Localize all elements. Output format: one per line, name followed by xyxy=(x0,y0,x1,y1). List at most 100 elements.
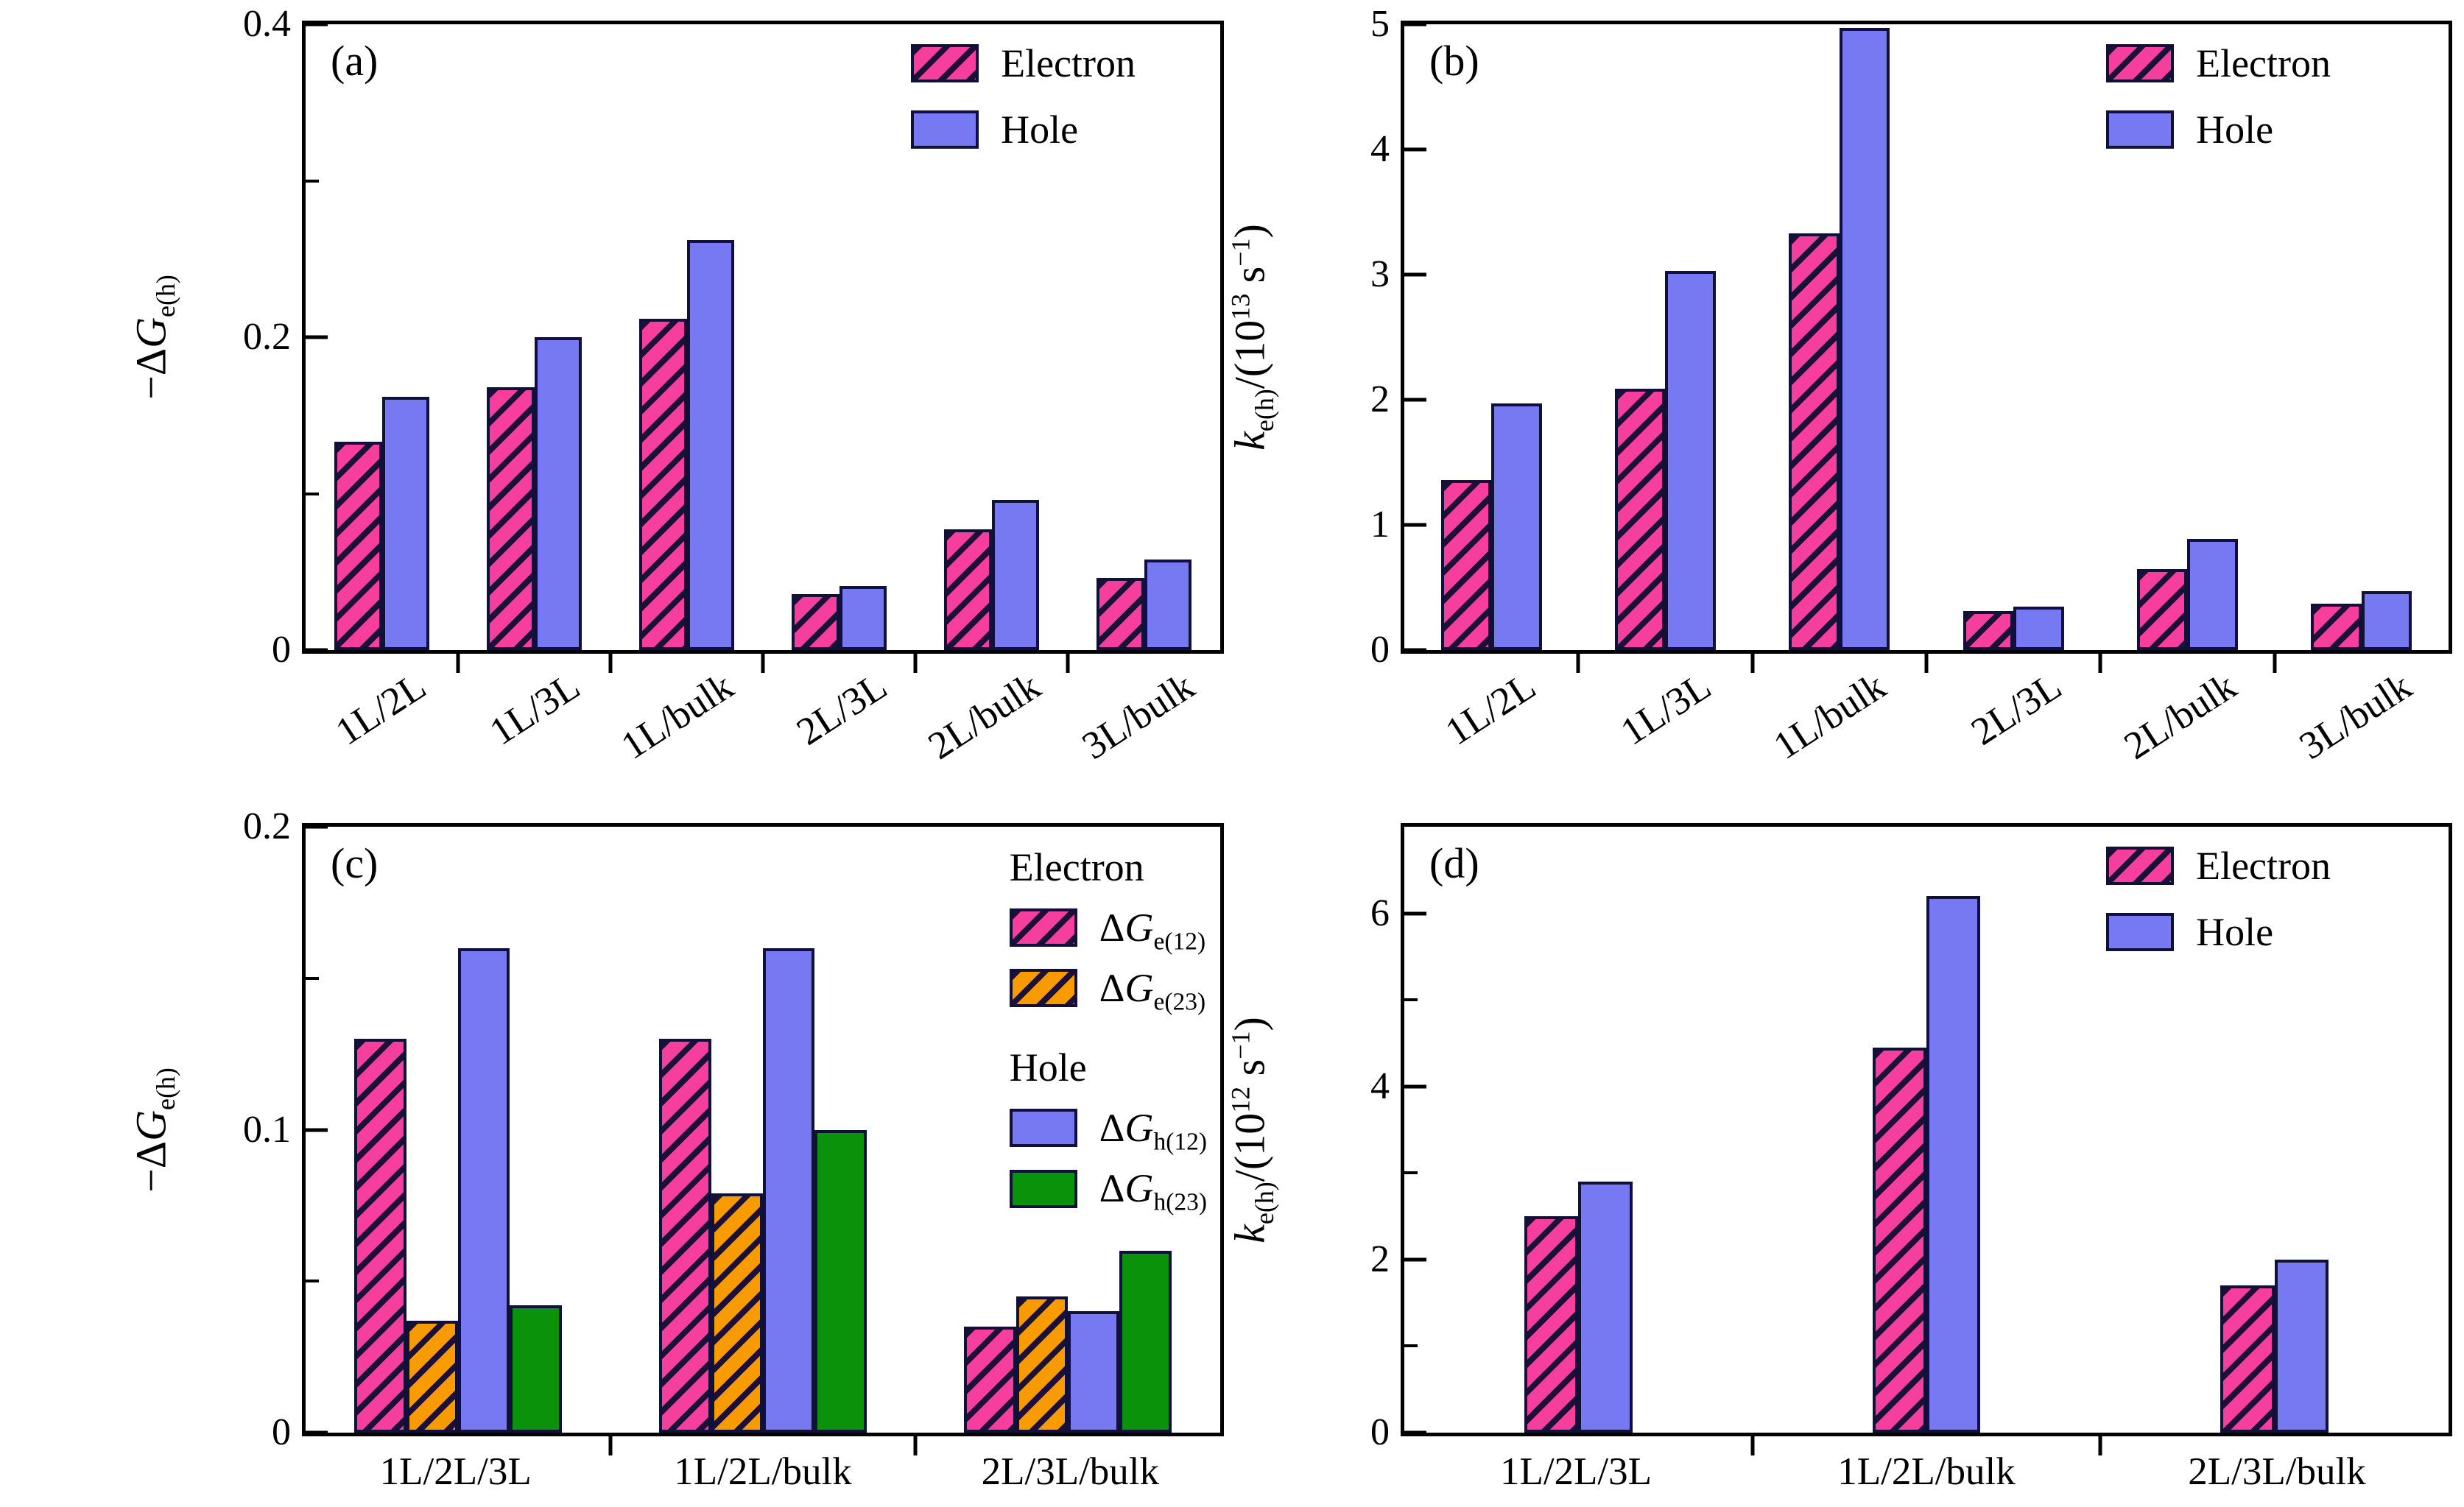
x-category-label-c-2: 1L/2L/bulk xyxy=(674,1450,852,1493)
x-category-label-c-1: 1L/2L/3L xyxy=(379,1450,532,1493)
y-minor-tick-mark xyxy=(306,492,319,495)
y-tick-label-d-2: 2 xyxy=(1370,1238,1390,1280)
bar-c-2L/3L/bulk-ΔG_e(23) xyxy=(1015,1296,1068,1433)
bar-b-1L/3L-Hole xyxy=(1665,270,1717,650)
bar-c-1L/2L/3L-ΔG_h(12) xyxy=(458,947,510,1433)
bar-b-3L/bulk-Hole xyxy=(2361,591,2412,650)
y-axis-label-wrap-c: −ΔGe(h) xyxy=(125,823,181,1436)
bar-group-a-1 xyxy=(306,24,458,650)
bar-group-d-2 xyxy=(1753,827,2101,1433)
y-tick-mark xyxy=(306,1128,328,1132)
bar-a-3L/bulk-Electron xyxy=(1097,578,1144,650)
bar-d-1L/2L/3L-Hole xyxy=(1578,1182,1633,1433)
bar-b-2L/3L-Hole xyxy=(2013,606,2064,650)
legend-item-dg-h12: ΔGh(12) xyxy=(1009,1105,1207,1157)
legend-label-dg-h12: ΔGh(12) xyxy=(1099,1106,1207,1157)
y-tick-mark xyxy=(1404,648,1426,652)
legend-swatch-dg-h23 xyxy=(1009,1169,1077,1208)
y-tick-label-a-0: 0 xyxy=(272,629,291,671)
bar-c-2L/3L/bulk-ΔG_e(12) xyxy=(964,1326,1016,1433)
y-tick-mark xyxy=(1404,398,1426,402)
y-tick-mark xyxy=(1404,1084,1426,1089)
x-tick-mark xyxy=(608,654,613,673)
bar-c-1L/2L/bulk-ΔG_h(12) xyxy=(763,947,815,1433)
y-minor-tick-mark xyxy=(306,1280,319,1283)
bar-b-1L/3L-Electron xyxy=(1614,388,1666,650)
y-tick-mark xyxy=(306,648,328,652)
legend-swatch-hole xyxy=(911,110,979,149)
y-minor-tick-mark xyxy=(1404,1171,1418,1175)
legend-label-hole: Hole xyxy=(2196,107,2274,152)
panel-letter-c: (c) xyxy=(331,839,379,887)
legend-header-electron: Electron xyxy=(1009,845,1144,889)
bar-b-1L/bulk-Electron xyxy=(1789,233,1840,650)
legend-a: Electron Hole xyxy=(911,40,1136,152)
y-axis-label-wrap-a: −ΔGe(h) xyxy=(125,21,181,654)
legend-swatch-electron xyxy=(2106,44,2175,83)
y-tick-mark xyxy=(306,825,328,829)
panel-c: −ΔGe(h) 0 0.1 0.2 (c) Electron ΔGe(12) ΔGe(23) H… xyxy=(127,808,1224,1493)
x-tick-mark xyxy=(761,654,765,673)
legend-b: Electron Hole xyxy=(2106,40,2331,152)
bar-a-2L/bulk-Hole xyxy=(991,500,1039,650)
bar-group-c-1 xyxy=(306,827,610,1433)
legend-label-electron: Electron xyxy=(2196,844,2331,888)
y-tick-label-c-0: 0 xyxy=(272,1411,291,1453)
plot-area-c: 0 0.1 0.2 (c) Electron ΔGe(12) ΔGe(23) Hole ΔGh(… xyxy=(243,808,1224,1455)
legend-item-dg-e23: ΔGe(23) xyxy=(1009,965,1207,1014)
bar-a-1L/bulk-Hole xyxy=(686,240,734,650)
y-tick-label-b-5: 5 xyxy=(1370,3,1390,45)
y-tick-label-c-0.2: 0.2 xyxy=(243,805,291,847)
legend-item-dg-e12: ΔGe(12) xyxy=(1009,905,1207,956)
y-axis-label-b: ke(h)/(1013 s−1) xyxy=(1225,224,1280,451)
y-tick-mark xyxy=(1404,1257,1426,1262)
bar-group-b-1 xyxy=(1404,24,1578,650)
bar-a-1L/2L-Electron xyxy=(334,442,382,650)
legend-item-hole: Hole xyxy=(2106,909,2331,955)
legend-d: Electron Hole xyxy=(2106,843,2331,955)
x-category-label-c-3: 2L/3L/bulk xyxy=(981,1450,1160,1493)
y-minor-tick-mark xyxy=(306,179,319,183)
y-tick-label-b-3: 3 xyxy=(1370,253,1390,295)
bar-b-3L/bulk-Electron xyxy=(2311,604,2362,650)
bar-a-2L/3L-Electron xyxy=(792,593,839,650)
y-tick-label-d-6: 6 xyxy=(1370,892,1390,934)
bar-d-1L/2L/bulk-Electron xyxy=(1872,1047,1926,1433)
y-tick-mark xyxy=(306,1430,328,1435)
y-tick-mark xyxy=(306,22,328,27)
legend-header-hole: Hole xyxy=(1009,1045,1087,1090)
bar-group-b-4 xyxy=(1926,24,2100,650)
bar-c-1L/2L/3L-ΔG_e(12) xyxy=(354,1039,406,1433)
legend-swatch-dg-e23 xyxy=(1009,969,1077,1008)
legend-label-hole: Hole xyxy=(1001,107,1079,152)
y-tick-label-b-2: 2 xyxy=(1370,378,1390,420)
legend-swatch-electron xyxy=(911,44,979,83)
x-tick-mark xyxy=(2098,1436,2102,1455)
panel-letter-b: (b) xyxy=(1429,37,1479,85)
x-category-label-d-3: 2L/3L/bulk xyxy=(2188,1450,2366,1493)
legend-item-electron: Electron xyxy=(2106,40,2331,86)
panel-letter-d: (d) xyxy=(1429,839,1479,887)
panel-d: ke(h)/(1012 s−1) 0 2 4 6 (d) Electron Hole 1L/2L… xyxy=(1226,823,2452,1493)
legend-swatch-hole xyxy=(2106,913,2175,952)
x-category-label-d-2: 1L/2L/bulk xyxy=(1837,1450,2016,1493)
legend-swatch-dg-e12 xyxy=(1009,908,1077,947)
y-minor-tick-mark xyxy=(306,976,319,980)
bar-group-a-2 xyxy=(458,24,610,650)
bar-c-1L/2L/bulk-ΔG_e(23) xyxy=(711,1193,763,1433)
plot-area-d: 0 2 4 6 (d) Electron Hole xyxy=(1370,823,2452,1455)
legend-item-hole: Hole xyxy=(2106,107,2331,152)
y-tick-label-d-4: 4 xyxy=(1370,1065,1390,1107)
bar-group-c-2 xyxy=(610,827,915,1433)
x-tick-mark xyxy=(913,1436,918,1455)
bar-a-1L/3L-Hole xyxy=(534,337,582,650)
bar-group-a-4 xyxy=(763,24,915,650)
legend-label-dg-e12: ΔGe(12) xyxy=(1099,906,1206,956)
y-tick-mark xyxy=(306,335,328,339)
x-tick-mark xyxy=(1924,654,1929,673)
bar-a-1L/2L-Hole xyxy=(381,396,429,650)
bar-c-2L/3L/bulk-ΔG_h(12) xyxy=(1068,1311,1120,1433)
bar-group-a-3 xyxy=(610,24,763,650)
bar-a-1L/3L-Electron xyxy=(487,387,535,650)
